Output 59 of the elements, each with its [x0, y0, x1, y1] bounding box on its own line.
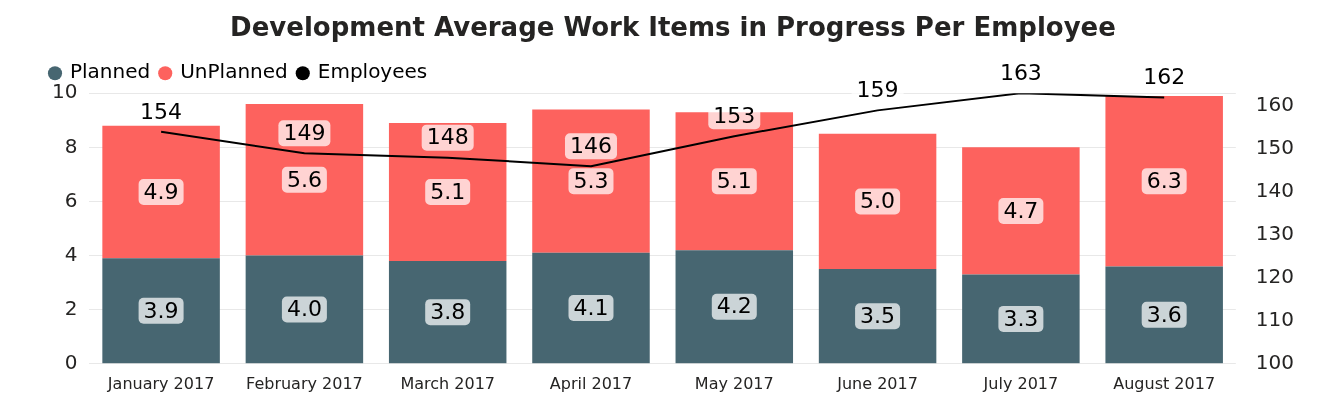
y-tick-label: 4 — [64, 241, 78, 266]
y2-tick-label: 150 — [1255, 135, 1295, 160]
bar — [818, 269, 937, 364]
data-label: 3.9 — [143, 297, 179, 323]
data-label: 6.3 — [1146, 167, 1182, 193]
data-label: 4.0 — [286, 296, 322, 322]
bar — [1105, 95, 1223, 267]
data-label: 5.6 — [286, 166, 322, 192]
data-label: 146 — [569, 132, 612, 158]
x-tick-label: June 2017 — [836, 373, 918, 393]
data-label: 3.3 — [1003, 305, 1039, 331]
data-label: 148 — [426, 124, 469, 150]
data-label: 5.1 — [430, 178, 466, 204]
bar — [245, 255, 364, 364]
bar — [962, 147, 1080, 275]
y-tick-label: 0 — [64, 350, 78, 374]
data-label: 154 — [140, 98, 183, 124]
y-tick-label: 6 — [64, 187, 78, 212]
y2-tick-label: 140 — [1255, 178, 1295, 203]
y2-tick-label: 100 — [1255, 350, 1295, 374]
data-label: 153 — [713, 102, 756, 128]
y2-tick-label: 160 — [1255, 92, 1295, 117]
data-label: 159 — [856, 77, 899, 103]
y-tick-label: 2 — [64, 295, 78, 320]
y-tick-label: 8 — [64, 133, 78, 158]
data-label: 3.8 — [430, 298, 466, 324]
x-tick-label: May 2017 — [694, 373, 774, 393]
data-label: 5.3 — [573, 167, 609, 193]
legend-label: UnPlanned — [180, 59, 288, 84]
bar — [102, 125, 220, 259]
data-label: 3.5 — [860, 302, 896, 328]
bar — [962, 274, 1080, 364]
data-label: 4.9 — [143, 178, 179, 204]
x-tick-label: January 2017 — [106, 373, 215, 393]
data-label: 163 — [999, 59, 1042, 85]
bar — [675, 250, 794, 364]
data-label: 4.2 — [716, 293, 752, 319]
x-tick-label: July 2017 — [982, 373, 1059, 393]
data-label: 149 — [283, 120, 326, 146]
x-tick-label: April 2017 — [549, 373, 633, 393]
x-tick-label: March 2017 — [400, 373, 495, 393]
bar — [1105, 266, 1223, 364]
y2-tick-label: 110 — [1255, 307, 1295, 332]
chart-title: Development Average Work Items in Progress Per Employee — [230, 12, 1116, 43]
bar — [532, 252, 650, 364]
data-label: 4.7 — [1003, 197, 1039, 223]
data-label: 5.0 — [860, 188, 896, 214]
legend-label: Employees — [317, 59, 428, 84]
bar — [102, 258, 220, 364]
data-label: 162 — [1143, 64, 1186, 90]
data-label: 4.1 — [573, 294, 609, 320]
y2-tick-label: 120 — [1255, 264, 1295, 289]
x-tick-label: August 2017 — [1113, 373, 1216, 393]
data-label: 5.1 — [716, 167, 752, 193]
y2-tick-label: 130 — [1255, 221, 1295, 246]
x-tick-label: February 2017 — [246, 373, 363, 393]
bar — [818, 133, 937, 270]
data-label: 3.6 — [1146, 301, 1182, 327]
bar — [388, 260, 507, 364]
